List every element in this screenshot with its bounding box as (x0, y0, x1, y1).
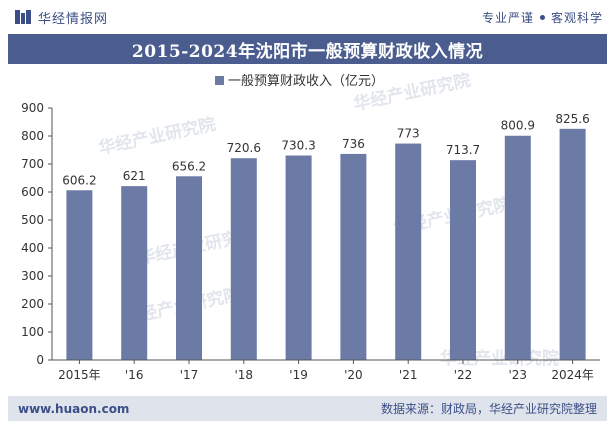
tagline-left: 专业严谨 (481, 11, 534, 25)
data-label: 736 (342, 137, 365, 151)
x-tick-label: '22 (454, 368, 473, 382)
y-axis: 0 100 200 300 400 500 600 700 800 900 (21, 101, 53, 367)
bar-chart: 一般预算财政收入（亿元） 华经产业研究院华经产业研究院华经产业研究院华经产业研究… (21, 70, 600, 382)
x-tick-label: 2024年 (551, 368, 594, 382)
website-link[interactable]: www.huaon.com (18, 401, 130, 416)
bar (340, 153, 367, 360)
x-tick-label: 2015年 (58, 368, 101, 382)
bar (559, 128, 586, 360)
x-tick-label: '18 (235, 368, 254, 382)
bar (66, 190, 93, 360)
watermarks: 华经产业研究院华经产业研究院华经产业研究院华经产业研究院华经产业研究院华经产业研… (97, 70, 559, 369)
y-tick-label: 400 (21, 241, 44, 255)
y-tick-label: 300 (21, 269, 44, 283)
data-label: 720.6 (227, 141, 261, 155)
bar (450, 160, 476, 360)
x-tick-label: '16 (125, 368, 144, 382)
data-label: 773 (397, 127, 420, 141)
x-tick-label: '19 (289, 368, 308, 382)
footer-bar: www.huaon.com 数据来源：财政局，华经产业研究院整理 (8, 396, 607, 421)
data-label: 800.9 (501, 119, 535, 133)
bar (504, 135, 531, 360)
data-label: 656.2 (172, 159, 206, 173)
bar (230, 158, 257, 360)
title-bar: 2015-2024年沈阳市一般预算财政收入情况 (8, 34, 607, 64)
data-label: 713.7 (446, 143, 480, 157)
brand-logo-icon (15, 10, 31, 24)
x-axis: 2015年 '16 '17 '18 '19 '20 '21 '22 '23 2024年 (52, 359, 600, 382)
y-tick-label: 900 (21, 101, 44, 115)
brand-logo: 华经情报网 (14, 8, 108, 27)
y-tick-label: 0 (36, 353, 44, 367)
brand-name: 华经情报网 (38, 11, 109, 27)
bar (176, 176, 202, 360)
legend-swatch (215, 76, 224, 85)
y-tick-label: 200 (21, 297, 44, 311)
data-source: 数据来源：财政局，华经产业研究院整理 (380, 402, 597, 416)
bar (395, 143, 422, 360)
data-label: 730.3 (281, 139, 315, 153)
x-tick-label: '23 (509, 368, 528, 382)
bar (121, 186, 148, 360)
y-tick-label: 600 (21, 185, 44, 199)
top-bar: 华经情报网 专业严谨 客观科学 (0, 0, 615, 34)
y-tick-label: 500 (21, 213, 44, 227)
data-label: 621 (123, 169, 146, 183)
y-tick-label: 800 (21, 129, 44, 143)
y-tick-label: 100 (21, 325, 44, 339)
data-label: 606.2 (62, 173, 96, 187)
bars: 606.2 621 656.2 720.6 730.3 736 773 713.7 800.9 8… (62, 112, 590, 360)
bar (285, 155, 312, 360)
x-tick-label: '20 (344, 368, 363, 382)
tagline: 专业严谨 客观科学 (482, 9, 603, 26)
tagline-right: 客观科学 (550, 11, 603, 25)
x-tick-label: '21 (399, 368, 418, 382)
legend-label: 一般预算财政收入（亿元） (228, 73, 384, 89)
tagline-dot-icon (539, 15, 545, 20)
y-tick-label: 700 (21, 157, 44, 171)
watermark-text: 华经产业研究院 (97, 114, 218, 159)
data-label: 825.6 (555, 112, 589, 126)
chart-legend: 一般预算财政收入（亿元） (215, 73, 384, 89)
chart-title: 2015-2024年沈阳市一般预算财政收入情况 (131, 41, 484, 62)
x-tick-label: '17 (180, 368, 199, 382)
